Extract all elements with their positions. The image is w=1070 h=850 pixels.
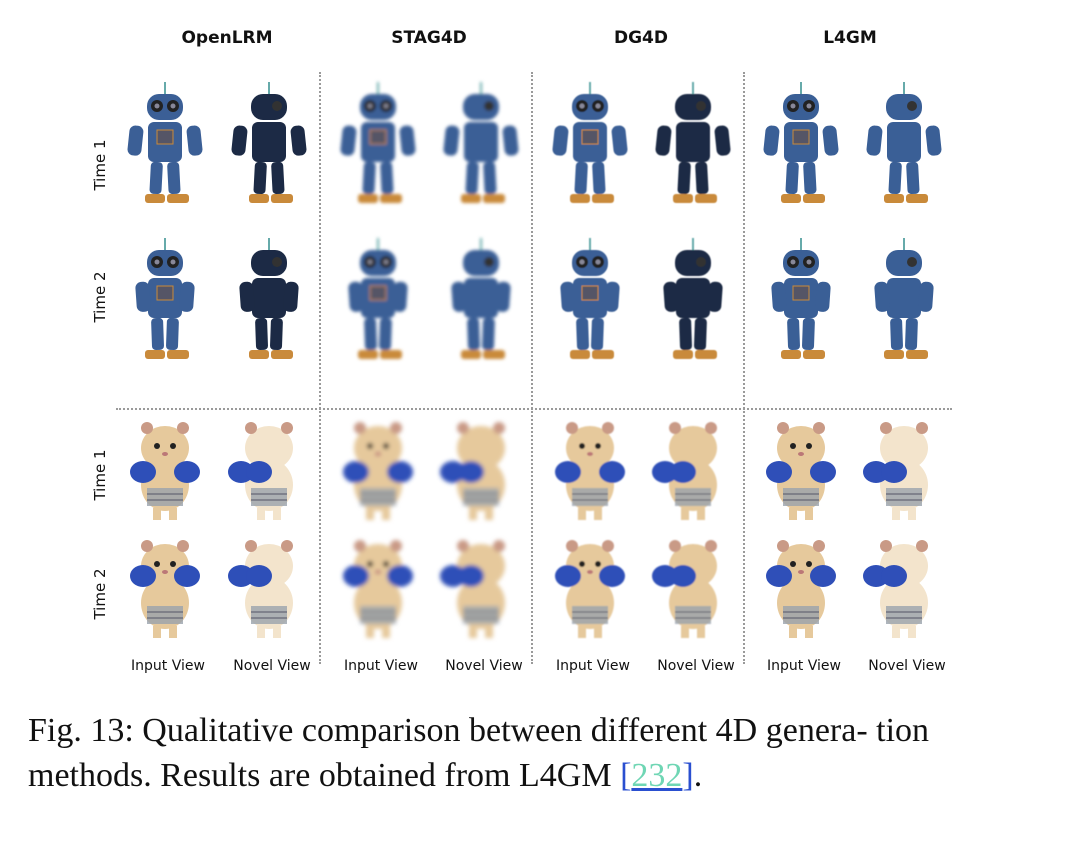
hamster-openlrm-time1-novel-view-image [219,410,319,525]
row-label-robot-time2: Time 2 [91,271,109,323]
row-separator [116,408,952,410]
robot-openlrm-time1-input-view-image [115,74,215,224]
hamster-dg4d-time1-novel-view-image [643,410,743,525]
view-label-novel: Novel View [445,658,523,674]
robot-l4gm-time1-input-view-image [751,74,851,224]
row-label-hamster-time2: Time 2 [91,568,109,620]
column-header-stag4d: STAG4D [391,28,467,48]
robot-l4gm-time2-input-view-image [751,230,851,380]
hamster-openlrm-time1-input-view-image [115,410,215,525]
hamster-dg4d-time2-input-view-image [540,528,640,643]
hamster-stag4d-time1-novel-view-image [431,410,531,525]
view-label-input: Input View [344,658,418,674]
column-header-dg4d: DG4D [613,28,668,48]
view-label-input: Input View [131,658,205,674]
robot-dg4d-time2-novel-view-image [643,230,743,380]
caption-text: Fig. 13: Qualitative comparison between … [28,712,930,794]
hamster-stag4d-time2-novel-view-image [431,528,531,643]
view-label-novel: Novel View [657,658,735,674]
row-label-robot-time1: Time 1 [91,139,109,191]
hamster-openlrm-time2-input-view-image [115,528,215,643]
hamster-openlrm-time2-novel-view-image [219,528,319,643]
robot-openlrm-time2-novel-view-image [219,230,319,380]
hamster-stag4d-time1-input-view-image [328,410,428,525]
robot-stag4d-time1-input-view-image [328,74,428,224]
view-label-novel: Novel View [868,658,946,674]
robot-l4gm-time1-novel-view-image [854,74,954,224]
view-label-input: Input View [767,658,841,674]
hamster-l4gm-time1-input-view-image [751,410,851,525]
hamster-l4gm-time2-novel-view-image [854,528,954,643]
hamster-l4gm-time2-input-view-image [751,528,851,643]
robot-stag4d-time2-input-view-image [328,230,428,380]
column-separator [743,72,745,664]
view-label-input: Input View [556,658,630,674]
figure-caption: Fig. 13: Qualitative comparison between … [28,712,930,794]
hamster-l4gm-time1-novel-view-image [854,410,954,525]
hamster-stag4d-time2-input-view-image [328,528,428,643]
robot-stag4d-time1-novel-view-image [431,74,531,224]
robot-openlrm-time2-input-view-image [115,230,215,380]
hamster-dg4d-time1-input-view-image [540,410,640,525]
robot-dg4d-time1-novel-view-image [643,74,743,224]
column-header-openlrm: OpenLRM [181,28,273,48]
citation-link[interactable]: [232] [620,757,694,794]
robot-l4gm-time2-novel-view-image [854,230,954,380]
column-separator [531,72,533,664]
robot-openlrm-time1-novel-view-image [219,74,319,224]
robot-dg4d-time2-input-view-image [540,230,640,380]
hamster-dg4d-time2-novel-view-image [643,528,743,643]
view-label-novel: Novel View [233,658,311,674]
column-header-l4gm: L4GM [823,28,877,48]
robot-dg4d-time1-input-view-image [540,74,640,224]
column-separator [319,72,321,664]
robot-stag4d-time2-novel-view-image [431,230,531,380]
